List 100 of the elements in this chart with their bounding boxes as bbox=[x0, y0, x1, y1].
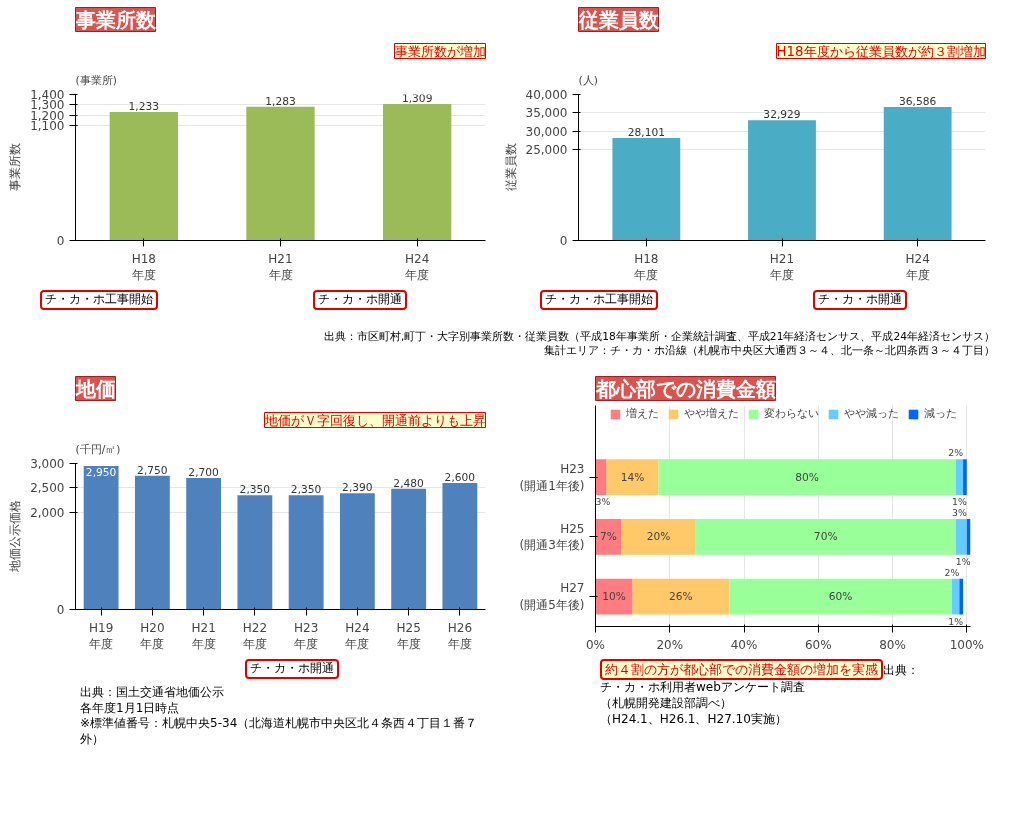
y-tick-label: H25 (開通3年後) bbox=[519, 521, 585, 553]
text: 事業所数が増加 bbox=[394, 43, 486, 59]
bar bbox=[606, 459, 659, 496]
data-label: 2,950 bbox=[85, 465, 117, 479]
x-tick-label: H24 年度 bbox=[905, 251, 930, 283]
x-tick-label: 0% bbox=[585, 637, 606, 652]
text: 約４割の方が都心部での消費金額の増加を実感 bbox=[600, 659, 883, 681]
data-label: 3% bbox=[595, 496, 611, 508]
y-tick-label: 35,000 bbox=[525, 106, 568, 121]
data-label: 2,700 bbox=[188, 466, 220, 480]
bar bbox=[951, 578, 960, 615]
bar bbox=[883, 106, 952, 241]
legend-label: 変わらない bbox=[763, 407, 819, 421]
bar bbox=[442, 482, 478, 610]
y-tick-label: 40,000 bbox=[525, 88, 568, 102]
bar bbox=[186, 478, 222, 610]
x-tick-label: H21 年度 bbox=[191, 620, 216, 652]
text: チ・カ・ホ利用者webアンケート調査 bbox=[600, 680, 805, 695]
data-label: 2,350 bbox=[239, 483, 271, 497]
legend-label: 減った bbox=[923, 407, 957, 421]
x-tick-label: 20% bbox=[656, 637, 684, 652]
data-label: 1,233 bbox=[128, 99, 160, 113]
bar bbox=[612, 137, 681, 241]
chart-title: 都心部での消費金額 bbox=[594, 376, 776, 401]
bar bbox=[621, 518, 696, 555]
bar bbox=[83, 465, 119, 610]
y-axis-title: 従業員数 bbox=[503, 143, 518, 192]
bar bbox=[658, 459, 956, 496]
x-tick-label: 100% bbox=[949, 637, 984, 652]
x-tick-label: H24 年度 bbox=[345, 620, 370, 652]
x-tick-label: H19 年度 bbox=[88, 620, 114, 652]
bar bbox=[955, 459, 964, 496]
text: 地価がＶ字回復し、開通前よりも上昇 bbox=[263, 412, 486, 428]
text: （札幌開発建設部調べ） bbox=[600, 695, 732, 710]
text: チ・カ・ホ開通 bbox=[245, 659, 339, 679]
data-label: 7% bbox=[600, 530, 617, 544]
bar bbox=[109, 111, 178, 241]
chart-title: 従業員数 bbox=[577, 7, 660, 32]
source-note: 出典：国土交通省地価公示 bbox=[80, 685, 224, 699]
data-label: 2,600 bbox=[444, 470, 476, 484]
chart-subtitle: (事業所) bbox=[75, 73, 117, 87]
y-tick-label: H23 (開通1年後) bbox=[519, 461, 585, 493]
bar bbox=[246, 106, 315, 241]
y-tick-label: 30,000 bbox=[525, 124, 568, 139]
data-label: 32,929 bbox=[763, 108, 801, 122]
bar bbox=[288, 495, 324, 610]
text: （H24.1、H26.1、H27.10実施） bbox=[600, 711, 787, 726]
legend-label: やや減った bbox=[843, 407, 899, 421]
y-tick-label: 3,000 bbox=[30, 457, 65, 471]
data-label: 14% bbox=[620, 470, 645, 484]
legend-label: やや増えた bbox=[683, 407, 739, 421]
x-tick-label: H22 年度 bbox=[242, 620, 268, 652]
x-tick-label: H21 年度 bbox=[268, 251, 293, 283]
chart-subtitle: (千円/㎡) bbox=[75, 442, 121, 456]
text: 集計エリア：チ・カ・ホ沿線（札幌市中央区大通西３～４、北一条～北四条西３～４丁目） bbox=[544, 343, 995, 357]
bar bbox=[959, 578, 964, 615]
x-tick-label: H25 年度 bbox=[396, 620, 421, 652]
text: チ・カ・ホ工事開始 bbox=[540, 290, 658, 310]
y-tick-label: 2,500 bbox=[30, 481, 65, 496]
text: チ・カ・ホ開通 bbox=[313, 290, 407, 310]
y-tick-label: 0 bbox=[56, 234, 65, 248]
chart-title: 事業所数 bbox=[74, 7, 157, 32]
x-tick-label: 60% bbox=[804, 637, 832, 652]
bar bbox=[963, 459, 967, 496]
chart-title: 地価 bbox=[74, 376, 116, 401]
data-label: 3% bbox=[951, 506, 967, 518]
bar bbox=[339, 493, 375, 610]
data-label: 1% bbox=[951, 496, 967, 508]
bar bbox=[729, 578, 952, 615]
data-label: 1% bbox=[955, 555, 971, 567]
data-label: 2,350 bbox=[290, 483, 322, 497]
bar bbox=[383, 103, 452, 241]
legend-label: 増えた bbox=[625, 407, 659, 421]
bar bbox=[391, 488, 427, 610]
y-tick-label: H27 (開通5年後) bbox=[519, 581, 585, 613]
data-label: 1,309 bbox=[401, 91, 433, 105]
data-label: 80% bbox=[795, 470, 819, 484]
bar bbox=[695, 518, 956, 555]
y-tick-label: 25,000 bbox=[525, 142, 568, 157]
text: チ・カ・ホ開通 bbox=[813, 290, 907, 310]
x-tick-label: H18 年度 bbox=[634, 251, 659, 283]
data-label: 2,480 bbox=[393, 476, 425, 490]
data-label: 20% bbox=[646, 530, 671, 544]
data-label: 1% bbox=[948, 615, 964, 627]
bar bbox=[595, 578, 633, 615]
x-tick-label: H26 年度 bbox=[447, 620, 473, 652]
x-tick-label: 40% bbox=[730, 637, 758, 652]
data-label: 2% bbox=[948, 447, 964, 459]
data-label: 28,101 bbox=[627, 125, 665, 139]
data-label: 2,390 bbox=[342, 481, 373, 495]
y-axis-title: 事業所数 bbox=[8, 143, 23, 192]
bar bbox=[748, 120, 816, 241]
bar bbox=[134, 475, 170, 610]
y-axis-title: 地価公示価格 bbox=[8, 500, 23, 574]
x-tick-label: 80% bbox=[879, 637, 906, 652]
bar bbox=[237, 495, 273, 610]
source-note: 出典：市区町村,町丁・大字別事業所数・従業員数（平成18年事業所・企業統計調査、平成21年経済センサス、平成24年経済センサス） bbox=[323, 330, 995, 343]
text: H18年度から従業員数が約３割増加 bbox=[776, 43, 986, 59]
x-tick-label: H18 年度 bbox=[131, 251, 156, 283]
data-label: 1,283 bbox=[265, 94, 296, 108]
